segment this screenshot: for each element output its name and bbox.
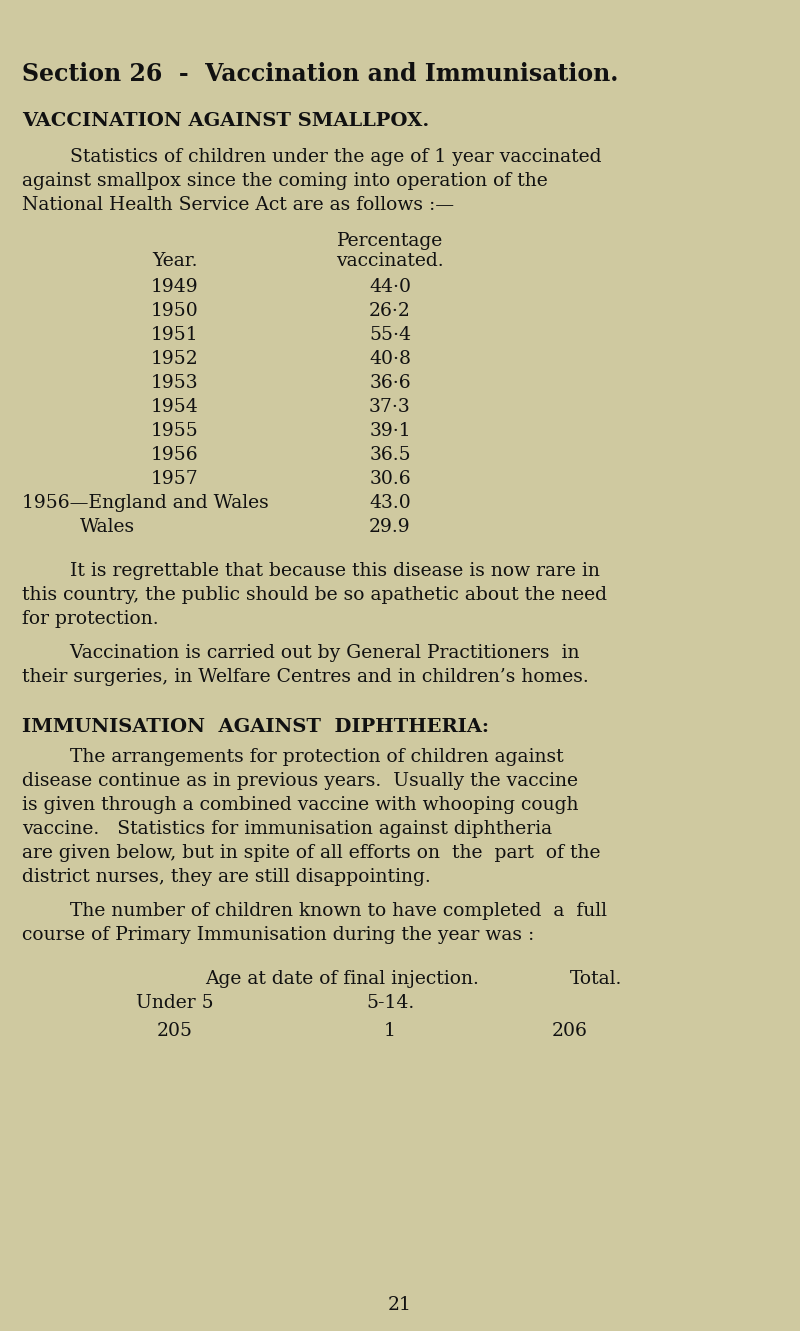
Text: against smallpox since the coming into operation of the: against smallpox since the coming into o…	[22, 172, 548, 190]
Text: 206: 206	[552, 1022, 588, 1040]
Text: The number of children known to have completed  a  full: The number of children known to have com…	[22, 902, 607, 920]
Text: Year.: Year.	[152, 252, 198, 270]
Text: for protection.: for protection.	[22, 610, 158, 628]
Text: this country, the public should be so apathetic about the need: this country, the public should be so ap…	[22, 586, 607, 604]
Text: 36.5: 36.5	[369, 446, 411, 465]
Text: 29.9: 29.9	[369, 518, 411, 536]
Text: 55·4: 55·4	[369, 326, 411, 343]
Text: Total.: Total.	[570, 970, 622, 988]
Text: 36·6: 36·6	[369, 374, 411, 393]
Text: 5-14.: 5-14.	[366, 994, 414, 1012]
Text: 37·3: 37·3	[369, 398, 411, 417]
Text: is given through a combined vaccine with whooping cough: is given through a combined vaccine with…	[22, 796, 578, 815]
Text: course of Primary Immunisation during the year was :: course of Primary Immunisation during th…	[22, 926, 534, 944]
Text: 1952: 1952	[151, 350, 199, 367]
Text: The arrangements for protection of children against: The arrangements for protection of child…	[22, 748, 564, 767]
Text: Percentage: Percentage	[337, 232, 443, 250]
Text: 1956: 1956	[151, 446, 199, 465]
Text: Under 5: Under 5	[136, 994, 214, 1012]
Text: 1953: 1953	[151, 374, 199, 393]
Text: 30.6: 30.6	[369, 470, 411, 488]
Text: their surgeries, in Welfare Centres and in children’s homes.: their surgeries, in Welfare Centres and …	[22, 668, 589, 685]
Text: VACCINATION AGAINST SMALLPOX.: VACCINATION AGAINST SMALLPOX.	[22, 112, 430, 130]
Text: Wales: Wales	[80, 518, 135, 536]
Text: Statistics of children under the age of 1 year vaccinated: Statistics of children under the age of …	[22, 148, 602, 166]
Text: National Health Service Act are as follows :—: National Health Service Act are as follo…	[22, 196, 454, 214]
Text: 1955: 1955	[151, 422, 199, 441]
Text: Vaccination is carried out by General Practitioners  in: Vaccination is carried out by General Pr…	[22, 644, 579, 662]
Text: 43.0: 43.0	[369, 494, 411, 512]
Text: 1950: 1950	[151, 302, 199, 319]
Text: district nurses, they are still disappointing.: district nurses, they are still disappoi…	[22, 868, 430, 886]
Text: 205: 205	[157, 1022, 193, 1040]
Text: 26·2: 26·2	[369, 302, 411, 319]
Text: Age at date of final injection.: Age at date of final injection.	[205, 970, 479, 988]
Text: are given below, but in spite of all efforts on  the  part  of the: are given below, but in spite of all eff…	[22, 844, 601, 862]
Text: IMMUNISATION  AGAINST  DIPHTHERIA:: IMMUNISATION AGAINST DIPHTHERIA:	[22, 717, 489, 736]
Text: 1956—England and Wales: 1956—England and Wales	[22, 494, 269, 512]
Text: 39·1: 39·1	[369, 422, 411, 441]
Text: 21: 21	[388, 1296, 412, 1314]
Text: 1954: 1954	[151, 398, 199, 417]
Text: disease continue as in previous years.  Usually the vaccine: disease continue as in previous years. U…	[22, 772, 578, 791]
Text: vaccinated.: vaccinated.	[336, 252, 444, 270]
Text: 44·0: 44·0	[369, 278, 411, 295]
Text: Section 26  -  Vaccination and Immunisation.: Section 26 - Vaccination and Immunisatio…	[22, 63, 618, 87]
Text: 1957: 1957	[151, 470, 199, 488]
Text: 1951: 1951	[151, 326, 199, 343]
Text: 1949: 1949	[151, 278, 199, 295]
Text: 1: 1	[384, 1022, 396, 1040]
Text: 40·8: 40·8	[369, 350, 411, 367]
Text: vaccine.   Statistics for immunisation against diphtheria: vaccine. Statistics for immunisation aga…	[22, 820, 552, 839]
Text: It is regrettable that because this disease is now rare in: It is regrettable that because this dise…	[22, 562, 600, 580]
